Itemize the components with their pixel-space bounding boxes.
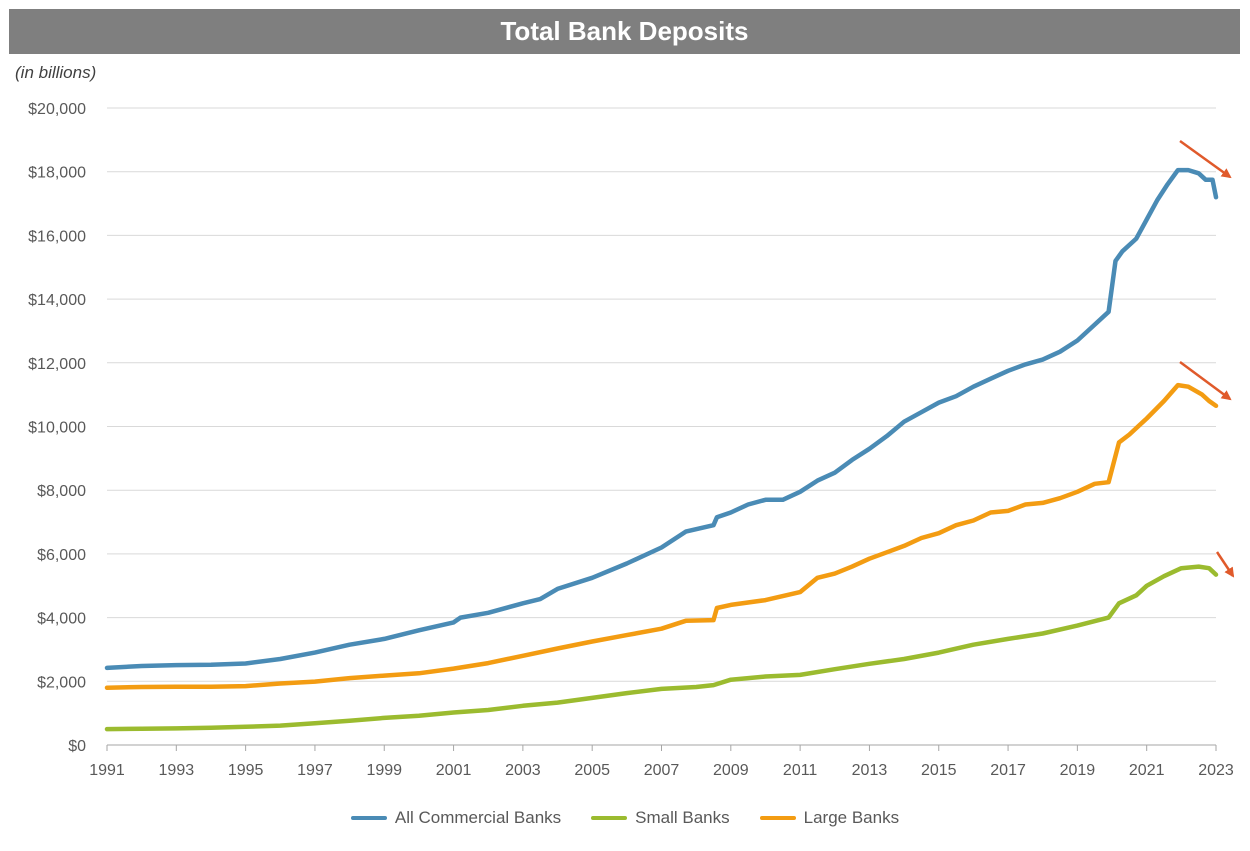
x-tick-label: 2007 xyxy=(644,762,680,779)
y-tick-label: $18,000 xyxy=(28,165,86,182)
x-tick-label: 1995 xyxy=(228,762,264,779)
y-tick-label: $2,000 xyxy=(37,674,86,691)
series-line-all-commercial-banks xyxy=(104,167,1219,671)
x-tick-label: 2001 xyxy=(436,762,472,779)
units-note: (in billions) xyxy=(15,63,97,82)
legend: All Commercial Banks Small Banks Large B… xyxy=(0,805,1250,831)
x-tick-label: 2021 xyxy=(1129,762,1165,779)
series-line-small-banks xyxy=(104,564,1219,732)
y-tick-label: $16,000 xyxy=(28,228,86,245)
x-axis-tick-labels: 1991 1993 1995 1997 1999 2001 2003 2005 2007 2009… xyxy=(89,762,1234,779)
x-tick-label: 2019 xyxy=(1060,762,1096,779)
x-tick-label: 2011 xyxy=(783,762,818,779)
x-tick-label: 1991 xyxy=(89,762,125,779)
down-arrow-icon xyxy=(1215,551,1235,578)
y-tick-label: $14,000 xyxy=(28,292,86,309)
x-tick-label: 2009 xyxy=(713,762,749,779)
y-tick-label: $10,000 xyxy=(28,420,86,437)
series-line-large-banks xyxy=(104,382,1219,690)
y-tick-label: $8,000 xyxy=(37,483,86,500)
y-tick-label: $6,000 xyxy=(37,547,86,564)
legend-item-large-banks: Large Banks xyxy=(759,808,900,828)
down-arrow-icon xyxy=(1179,360,1232,401)
legend-item-all-commercial-banks: All Commercial Banks xyxy=(350,808,562,828)
chart-title: Total Bank Deposits xyxy=(9,9,1240,54)
legend-label: Small Banks xyxy=(635,808,730,827)
x-tick-label: 1997 xyxy=(297,762,333,779)
y-tick-label: $4,000 xyxy=(37,611,86,628)
x-tick-label: 2003 xyxy=(505,762,541,779)
trend-arrows xyxy=(1179,139,1235,578)
y-tick-label: $0 xyxy=(68,738,86,755)
legend-label: Large Banks xyxy=(803,808,900,827)
x-tick-label: 2015 xyxy=(921,762,957,779)
legend-swatch xyxy=(591,816,628,820)
legend-label: All Commercial Banks xyxy=(394,808,562,827)
y-axis-tick-labels: $0 $2,000 $4,000 $6,000 $8,000 $10,000 $12,000… xyxy=(28,101,86,755)
y-tick-label: $20,000 xyxy=(28,101,86,118)
legend-item-small-banks: Small Banks xyxy=(591,808,730,828)
gridlines xyxy=(107,107,1216,682)
legend-swatch xyxy=(759,816,796,820)
legend-swatch xyxy=(350,816,387,820)
x-tick-label: 1993 xyxy=(159,762,195,779)
x-tick-label: 2005 xyxy=(574,762,610,779)
series-lines xyxy=(104,167,1219,732)
x-tick-label: 2023 xyxy=(1198,762,1234,779)
y-tick-label: $12,000 xyxy=(28,356,86,373)
x-tick-label: 1999 xyxy=(366,762,402,779)
x-tick-label: 2017 xyxy=(990,762,1026,779)
x-axis xyxy=(106,744,1217,751)
down-arrow-icon xyxy=(1179,139,1232,179)
x-tick-label: 2013 xyxy=(852,762,888,779)
